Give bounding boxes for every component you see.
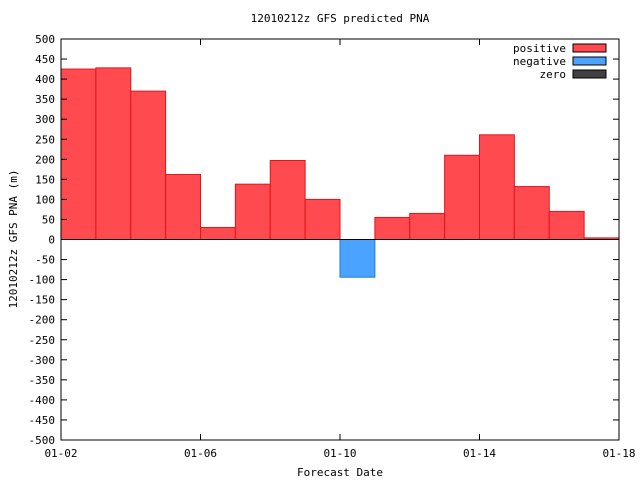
- x-tick-label: 01-02: [44, 447, 77, 460]
- y-tick-label: 100: [35, 193, 55, 206]
- legend-label-negative: negative: [513, 55, 566, 68]
- bar-6: [269, 160, 306, 241]
- y-tick-label: -150: [29, 294, 56, 307]
- x-axis-label: Forecast Date: [297, 466, 383, 479]
- y-axis-label: 12010212z GFS PNA (m): [7, 169, 20, 308]
- y-tick-label: 400: [35, 73, 55, 86]
- y-tick-label: -50: [35, 254, 55, 267]
- bar-4: [200, 226, 236, 241]
- y-tick-label: 0: [48, 234, 55, 247]
- y-tick-label: 350: [35, 93, 55, 106]
- legend-label-zero: zero: [540, 68, 567, 81]
- y-ticks-group: -500-450-400-350-300-250-200-150-100-500…: [29, 33, 619, 447]
- bar-7: [304, 198, 341, 240]
- bar-10: [409, 212, 446, 240]
- bar-9: [374, 216, 411, 241]
- bar-0: [60, 68, 97, 240]
- legend-swatch-negative: [572, 56, 607, 66]
- y-tick-label: -450: [29, 414, 56, 427]
- y-tick-label: -200: [29, 314, 56, 327]
- y-tick-label: 200: [35, 153, 55, 166]
- y-tick-label: 250: [35, 133, 55, 146]
- x-tick-label: 01-14: [463, 447, 496, 460]
- y-tick-label: 450: [35, 53, 55, 66]
- y-tick-label: -100: [29, 274, 56, 287]
- y-tick-label: -250: [29, 334, 56, 347]
- x-ticks-group: 01-02 01-06 01-10 01-14 01-18: [44, 39, 636, 460]
- bar-1: [95, 67, 132, 241]
- y-tick-label: 50: [42, 213, 55, 226]
- legend-swatch-zero: [572, 69, 607, 79]
- x-tick-label: 01-18: [602, 447, 635, 460]
- bar-8: [339, 239, 376, 278]
- x-tick-label: 01-06: [184, 447, 217, 460]
- y-tick-label: -500: [29, 434, 56, 447]
- y-tick-label: -400: [29, 394, 56, 407]
- bar-2: [130, 90, 167, 240]
- bar-11: [444, 154, 480, 240]
- bar-14: [548, 210, 585, 240]
- y-tick-label: -300: [29, 354, 56, 367]
- y-tick-label: 150: [35, 173, 55, 186]
- bar-5: [234, 183, 271, 241]
- bar-3: [165, 174, 201, 240]
- y-tick-label: -350: [29, 374, 56, 387]
- bars-group: [60, 67, 620, 278]
- y-tick-label: 500: [35, 33, 55, 46]
- x-tick-label: 01-10: [323, 447, 356, 460]
- bar-13: [513, 186, 550, 240]
- chart-title: 12010212z GFS predicted PNA: [251, 12, 430, 25]
- legend-swatch-positive: [572, 43, 607, 53]
- bar-12: [479, 134, 515, 241]
- legend-label-positive: positive: [513, 42, 566, 55]
- y-tick-label: 300: [35, 113, 55, 126]
